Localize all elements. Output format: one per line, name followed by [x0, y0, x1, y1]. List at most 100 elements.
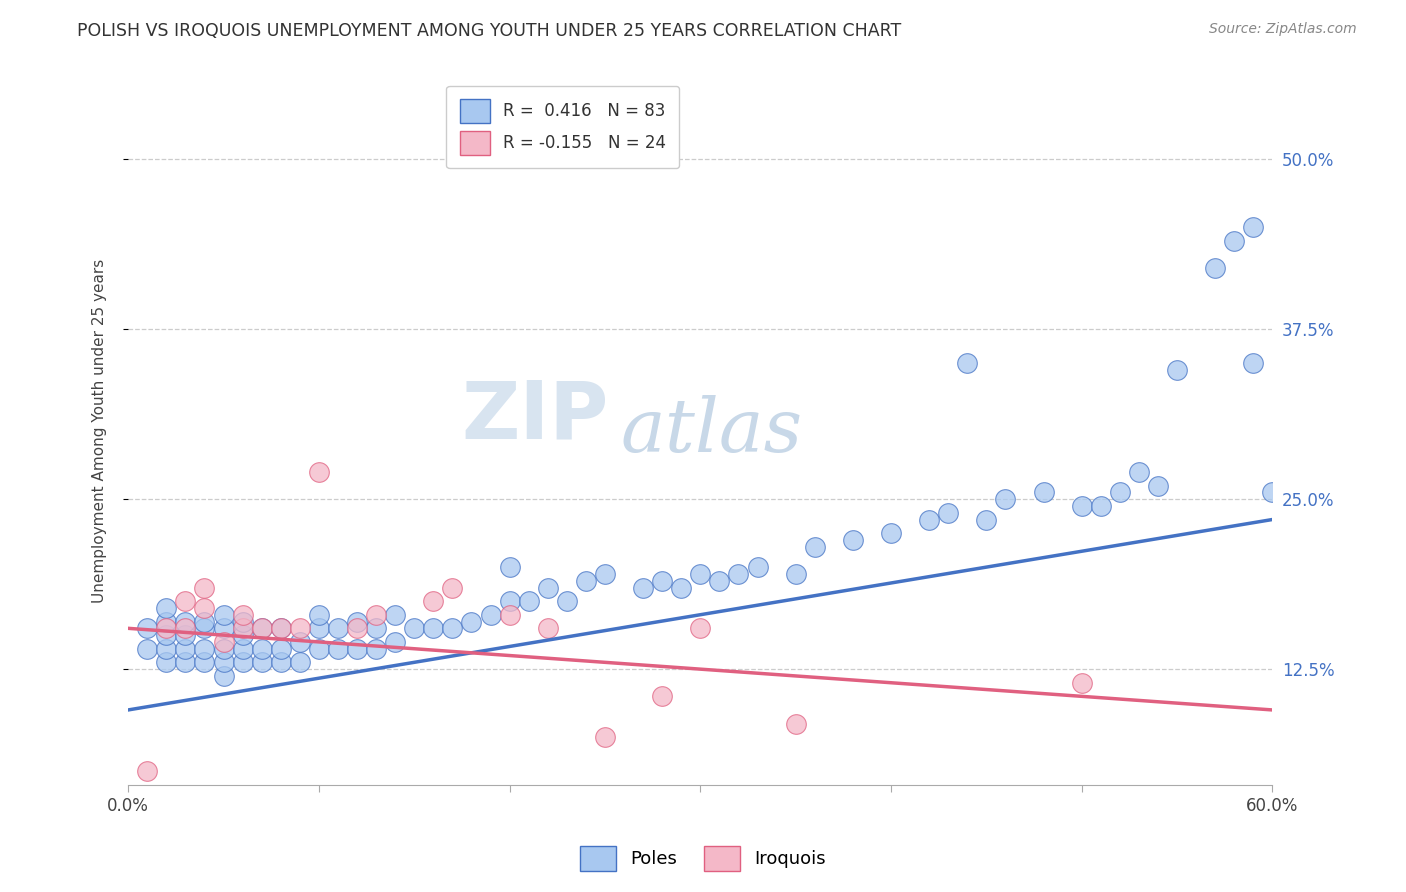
Point: [593, 730, 616, 744]
Point: [537, 621, 560, 635]
Point: [193, 656, 215, 670]
Point: [308, 465, 330, 479]
Point: [250, 621, 273, 635]
Point: [250, 621, 273, 635]
Point: [232, 615, 254, 629]
Point: [212, 607, 235, 622]
Point: [727, 566, 749, 581]
Point: [270, 621, 292, 635]
Point: [288, 635, 311, 649]
Point: [976, 512, 998, 526]
Point: [1032, 485, 1054, 500]
Point: [155, 656, 177, 670]
Point: [842, 533, 865, 547]
Point: [709, 574, 731, 588]
Point: [250, 656, 273, 670]
Point: [270, 656, 292, 670]
Point: [364, 607, 387, 622]
Text: Source: ZipAtlas.com: Source: ZipAtlas.com: [1209, 22, 1357, 37]
Point: [1070, 675, 1092, 690]
Point: [136, 764, 159, 779]
Point: [212, 635, 235, 649]
Point: [1108, 485, 1130, 500]
Point: [1204, 260, 1226, 275]
Point: [1261, 485, 1284, 500]
Point: [364, 621, 387, 635]
Point: [1241, 220, 1264, 235]
Point: [270, 621, 292, 635]
Y-axis label: Unemployment Among Youth under 25 years: Unemployment Among Youth under 25 years: [93, 259, 107, 603]
Point: [593, 566, 616, 581]
Point: [575, 574, 598, 588]
Point: [288, 621, 311, 635]
Point: [785, 566, 807, 581]
Point: [479, 607, 502, 622]
Point: [441, 621, 464, 635]
Text: POLISH VS IROQUOIS UNEMPLOYMENT AMONG YOUTH UNDER 25 YEARS CORRELATION CHART: POLISH VS IROQUOIS UNEMPLOYMENT AMONG YO…: [77, 22, 901, 40]
Point: [288, 656, 311, 670]
Point: [1241, 356, 1264, 370]
Point: [155, 615, 177, 629]
Point: [193, 641, 215, 656]
Point: [785, 716, 807, 731]
Point: [1223, 234, 1246, 248]
Point: [631, 581, 654, 595]
Point: [250, 641, 273, 656]
Point: [956, 356, 979, 370]
Point: [918, 512, 941, 526]
Point: [803, 540, 825, 554]
Point: [136, 641, 159, 656]
Point: [155, 628, 177, 642]
Point: [651, 690, 673, 704]
Point: [174, 641, 197, 656]
Point: [232, 621, 254, 635]
Point: [346, 641, 368, 656]
Point: [232, 656, 254, 670]
Point: [994, 492, 1017, 507]
Point: [193, 621, 215, 635]
Point: [364, 641, 387, 656]
Point: [326, 621, 349, 635]
Point: [498, 607, 520, 622]
Point: [689, 566, 711, 581]
Point: [212, 669, 235, 683]
Point: [384, 607, 406, 622]
Point: [651, 574, 673, 588]
Point: [232, 628, 254, 642]
Point: [747, 560, 769, 574]
Point: [671, 581, 693, 595]
Point: [193, 615, 215, 629]
Point: [1147, 478, 1170, 492]
Point: [555, 594, 578, 608]
Point: [346, 615, 368, 629]
Point: [155, 641, 177, 656]
Point: [136, 621, 159, 635]
Legend: R =  0.416   N = 83, R = -0.155   N = 24: R = 0.416 N = 83, R = -0.155 N = 24: [447, 86, 679, 168]
Point: [174, 594, 197, 608]
Point: [498, 560, 520, 574]
Point: [212, 621, 235, 635]
Point: [308, 621, 330, 635]
Point: [422, 621, 444, 635]
Point: [384, 635, 406, 649]
Point: [155, 621, 177, 635]
Point: [936, 506, 959, 520]
Point: [174, 621, 197, 635]
Point: [689, 621, 711, 635]
Point: [441, 581, 464, 595]
Point: [193, 581, 215, 595]
Point: [212, 641, 235, 656]
Point: [537, 581, 560, 595]
Point: [326, 641, 349, 656]
Point: [1166, 363, 1188, 377]
Point: [498, 594, 520, 608]
Point: [1090, 499, 1112, 513]
Point: [232, 641, 254, 656]
Point: [460, 615, 482, 629]
Point: [212, 656, 235, 670]
Point: [174, 656, 197, 670]
Point: [174, 628, 197, 642]
Point: [193, 601, 215, 615]
Point: [880, 526, 903, 541]
Point: [174, 615, 197, 629]
